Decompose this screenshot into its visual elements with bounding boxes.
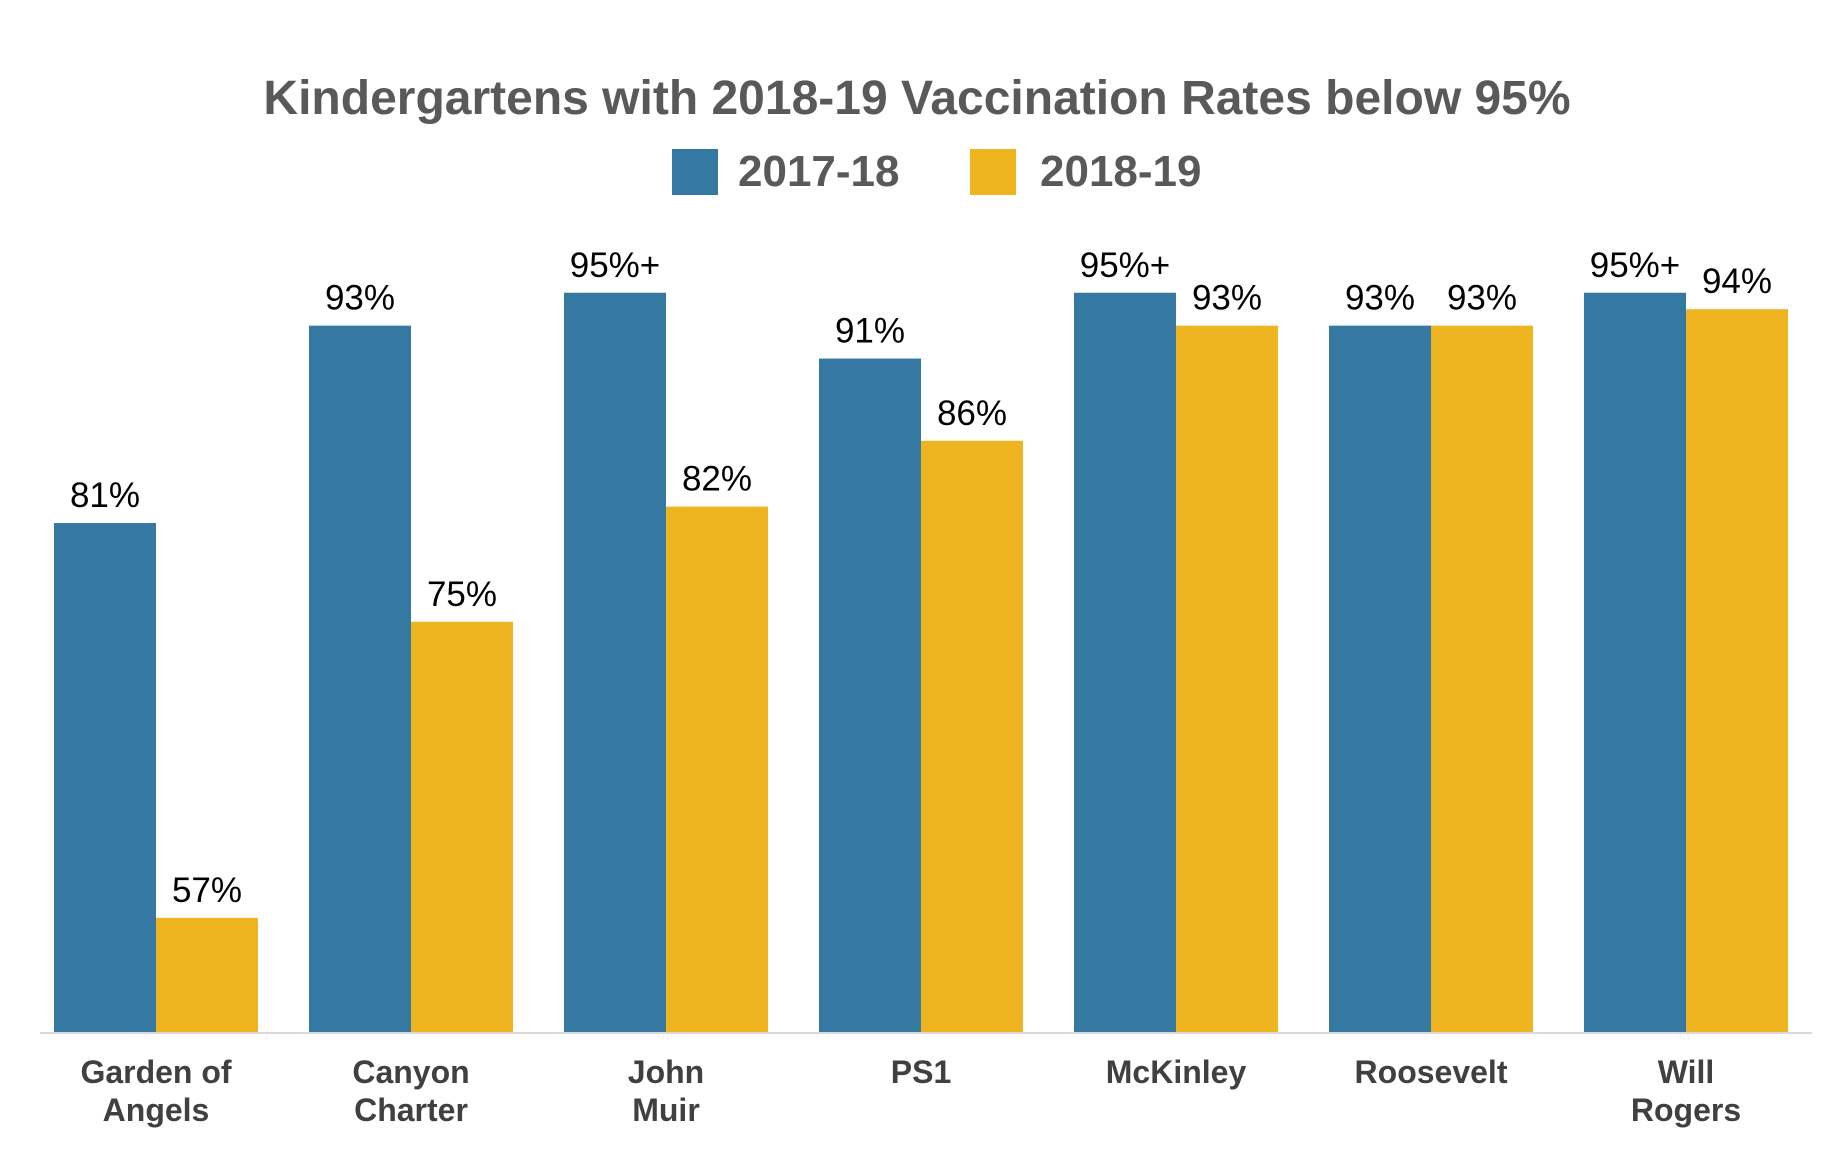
category-label-john-muir: John Muir — [628, 1054, 704, 1128]
bar-canyon-charter-2018-19 — [411, 621, 513, 1033]
legend-label-2018-19: 2018-19 — [1040, 147, 1201, 196]
bars — [54, 292, 1788, 1034]
bar-john-muir-2017-18 — [564, 292, 666, 1033]
data-label-ps1-2018-19: 86% — [937, 394, 1007, 433]
bar-john-muir-2018-19 — [666, 506, 768, 1034]
data-label-canyon-charter-2017-18: 93% — [325, 279, 395, 318]
data-label-canyon-charter-2018-19: 75% — [427, 575, 497, 614]
data-label-john-muir-2017-18: 95%+ — [570, 246, 661, 285]
legend-label-2017-18: 2017-18 — [738, 147, 899, 196]
bar-will-rogers-2018-19 — [1686, 309, 1788, 1033]
category-label-canyon-charter: Canyon Charter — [352, 1054, 469, 1128]
value-labels: 81% 57% 93% 75% 95%+ 82% 91% 86% 95%+ 93% 93% 93% 95… — [70, 246, 1772, 910]
data-label-mckinley-2018-19: 93% — [1192, 279, 1262, 318]
data-label-mckinley-2017-18: 95%+ — [1080, 246, 1171, 285]
bar-garden-of-angels-2018-19 — [156, 917, 258, 1033]
bar-garden-of-angels-2017-18 — [54, 523, 156, 1033]
category-label-garden-of-angels: Garden of Angels — [80, 1054, 231, 1128]
bar-canyon-charter-2017-18 — [309, 325, 411, 1033]
bar-will-rogers-2017-18 — [1584, 292, 1686, 1033]
bar-mckinley-2018-19 — [1176, 325, 1278, 1033]
data-label-will-rogers-2017-18: 95%+ — [1590, 246, 1681, 285]
data-label-roosevelt-2017-18: 93% — [1345, 279, 1415, 318]
category-label-mckinley: McKinley — [1106, 1054, 1247, 1090]
legend-swatch-2017-18 — [672, 149, 718, 195]
data-label-will-rogers-2018-19: 94% — [1702, 262, 1772, 301]
bar-ps1-2017-18 — [819, 358, 921, 1033]
bar-mckinley-2017-18 — [1074, 292, 1176, 1033]
data-label-ps1-2017-18: 91% — [835, 312, 905, 351]
data-label-garden-of-angels-2017-18: 81% — [70, 476, 140, 515]
category-label-will-rogers: Will Rogers — [1631, 1054, 1741, 1128]
bar-roosevelt-2017-18 — [1329, 325, 1431, 1033]
bar-ps1-2018-19 — [921, 440, 1023, 1033]
category-label-ps1: PS1 — [891, 1054, 951, 1090]
data-label-roosevelt-2018-19: 93% — [1447, 279, 1517, 318]
legend: 2017-18 2018-19 — [672, 147, 1201, 196]
category-label-roosevelt: Roosevelt — [1355, 1054, 1508, 1090]
legend-swatch-2018-19 — [970, 149, 1016, 195]
data-label-john-muir-2018-19: 82% — [682, 460, 752, 499]
bar-roosevelt-2018-19 — [1431, 325, 1533, 1033]
category-labels: Garden of Angels Canyon Charter John Muir PS1 M… — [80, 1054, 1741, 1128]
chart-title: Kindergartens with 2018-19 Vaccination R… — [263, 72, 1570, 125]
data-label-garden-of-angels-2018-19: 57% — [172, 871, 242, 910]
